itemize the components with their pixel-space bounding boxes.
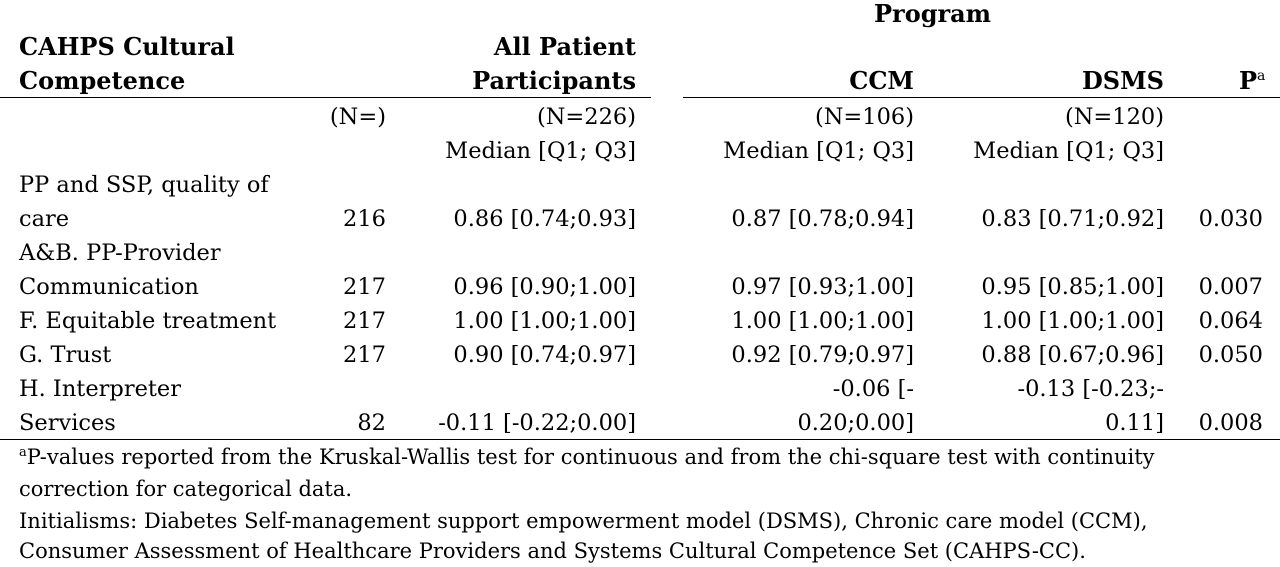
row-p: 0.008 bbox=[1198, 410, 1263, 436]
footnote-superscript: a bbox=[19, 445, 27, 460]
header-rule-right bbox=[683, 97, 1280, 98]
header-p-superscript: a bbox=[1257, 68, 1266, 84]
program-header: Program bbox=[874, 0, 992, 28]
row-all: 1.00 [1.00;1.00] bbox=[453, 308, 636, 334]
row-dsms-line1: -0.13 [-0.23;- bbox=[1017, 376, 1164, 402]
header-all-line1: All Patient bbox=[493, 32, 636, 61]
row-label-line1: H. Interpreter bbox=[19, 376, 182, 402]
row-dsms: 0.83 [0.71;0.92] bbox=[981, 206, 1164, 232]
subheader-n: (N=) bbox=[329, 104, 386, 130]
row-n: 216 bbox=[343, 206, 386, 232]
row-p: 0.007 bbox=[1198, 274, 1263, 300]
subheader-stat-all: Median [Q1; Q3] bbox=[445, 138, 636, 164]
row-label-line2: Services bbox=[19, 410, 116, 436]
row-ccm: 0.97 [0.93;1.00] bbox=[731, 274, 914, 300]
row-label-line1: A&B. PP-Provider bbox=[19, 240, 221, 266]
row-dsms-line2: 0.11] bbox=[1105, 410, 1164, 436]
row-n: 217 bbox=[343, 274, 386, 300]
row-all: -0.11 [-0.22;0.00] bbox=[438, 410, 636, 436]
row-all: 0.86 [0.74;0.93] bbox=[453, 206, 636, 232]
row-n: 82 bbox=[357, 410, 386, 436]
initialisms-line1: Initialisms: Diabetes Self-management su… bbox=[19, 509, 1148, 533]
row-ccm-line2: 0.20;0.00] bbox=[797, 410, 914, 436]
row-ccm: 1.00 [1.00;1.00] bbox=[731, 308, 914, 334]
row-ccm-line1: -0.06 [- bbox=[832, 376, 914, 402]
subheader-n-all: (N=226) bbox=[536, 104, 636, 130]
header-rule-left bbox=[0, 97, 651, 98]
row-label-line2: care bbox=[19, 206, 70, 232]
row-label-line2: Communication bbox=[19, 274, 199, 300]
row-dsms: 0.95 [0.85;1.00] bbox=[981, 274, 1164, 300]
row-label: F. Equitable treatment bbox=[19, 308, 277, 334]
row-p: 0.030 bbox=[1198, 206, 1263, 232]
header-ccm: CCM bbox=[849, 66, 914, 95]
row-n: 217 bbox=[343, 342, 386, 368]
header-dsms: DSMS bbox=[1081, 66, 1164, 95]
table-bottom-rule bbox=[0, 439, 1280, 440]
row-all: 0.90 [0.74;0.97] bbox=[453, 342, 636, 368]
footnote-a-line1: aP-values reported from the Kruskal-Wall… bbox=[19, 445, 1155, 469]
row-ccm: 0.92 [0.79;0.97] bbox=[731, 342, 914, 368]
subheader-stat-dsms: Median [Q1; Q3] bbox=[973, 138, 1164, 164]
row-label-line1: PP and SSP, quality of bbox=[19, 172, 269, 198]
header-measure-line2: Competence bbox=[19, 66, 186, 95]
header-measure-line1: CAHPS Cultural bbox=[19, 32, 235, 61]
row-dsms: 0.88 [0.67;0.96] bbox=[981, 342, 1164, 368]
subheader-n-dsms: (N=120) bbox=[1064, 104, 1164, 130]
initialisms-line2: Consumer Assessment of Healthcare Provid… bbox=[19, 539, 1086, 563]
footnote-a-line2: correction for categorical data. bbox=[19, 477, 353, 501]
header-p: Pa bbox=[1239, 66, 1266, 95]
subheader-stat-ccm: Median [Q1; Q3] bbox=[723, 138, 914, 164]
row-label: G. Trust bbox=[19, 342, 112, 368]
row-all: 0.96 [0.90;1.00] bbox=[453, 274, 636, 300]
row-p: 0.050 bbox=[1198, 342, 1263, 368]
row-n: 217 bbox=[343, 308, 386, 334]
row-dsms: 1.00 [1.00;1.00] bbox=[981, 308, 1164, 334]
header-all-line2: Participants bbox=[472, 66, 636, 95]
row-p: 0.064 bbox=[1198, 308, 1263, 334]
row-ccm: 0.87 [0.78;0.94] bbox=[731, 206, 914, 232]
subheader-n-ccm: (N=106) bbox=[814, 104, 914, 130]
